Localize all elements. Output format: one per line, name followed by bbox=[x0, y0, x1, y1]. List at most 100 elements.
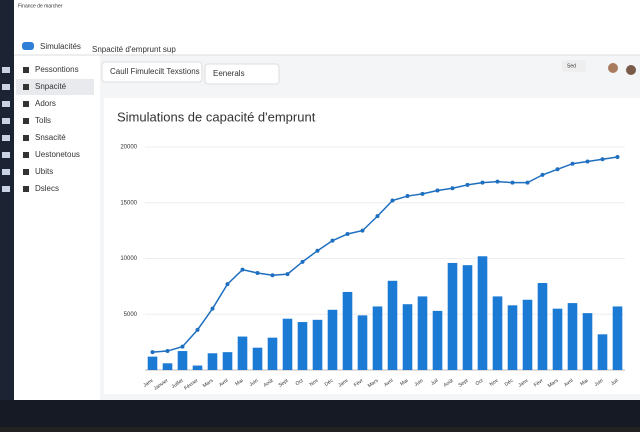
bar bbox=[252, 347, 263, 370]
header bbox=[14, 0, 640, 55]
bar bbox=[312, 319, 323, 370]
sidebar-item-icon bbox=[23, 186, 29, 192]
button[interactable] bbox=[562, 60, 586, 72]
x-tick-label: Janv bbox=[337, 378, 350, 389]
sidebar-item[interactable]: Tolls bbox=[35, 116, 51, 125]
x-tick-label: Juin bbox=[413, 378, 424, 388]
line-point bbox=[615, 155, 620, 160]
line-point bbox=[540, 172, 545, 177]
icon-rail bbox=[0, 0, 14, 427]
dropdown[interactable] bbox=[101, 61, 203, 83]
x-tick-label: Sept bbox=[458, 377, 470, 388]
bar bbox=[447, 262, 458, 370]
avatar[interactable] bbox=[626, 65, 636, 75]
x-tick-label: Déc bbox=[324, 378, 335, 388]
bar bbox=[462, 265, 473, 370]
avatar[interactable] bbox=[608, 63, 618, 73]
bar bbox=[507, 305, 518, 370]
x-tick-label: Mai bbox=[399, 378, 409, 388]
bar bbox=[612, 306, 623, 370]
bar bbox=[207, 353, 218, 370]
y-tick-label: 15000 bbox=[120, 200, 137, 206]
window-title: Finance de marcher bbox=[18, 3, 63, 9]
dropdown-label[interactable]: Caull Fimulecilt Texstions bbox=[110, 67, 200, 76]
sidebar-item[interactable]: Uestonetous bbox=[35, 150, 80, 159]
sidebar-item[interactable]: Ubits bbox=[35, 167, 53, 176]
line-point bbox=[225, 282, 230, 287]
taskbar bbox=[0, 400, 640, 427]
bar bbox=[477, 256, 488, 370]
sidebar-item[interactable]: Adors bbox=[35, 99, 56, 108]
line-point bbox=[420, 191, 425, 196]
x-tick-label: Oct bbox=[475, 377, 485, 387]
x-tick-label: Juil bbox=[610, 378, 620, 387]
x-tick-label: Déc bbox=[504, 378, 515, 388]
breadcrumb[interactable]: Snpacité d'emprunt sup bbox=[92, 45, 176, 54]
x-tick-label: Févr bbox=[533, 378, 545, 389]
sidebar-item[interactable]: Pessontions bbox=[35, 65, 79, 74]
sidebar-item[interactable]: Snsacité bbox=[35, 133, 66, 142]
x-tick-label: Oct bbox=[295, 377, 305, 387]
line-point bbox=[300, 259, 305, 264]
sidebar-item-icon bbox=[23, 101, 29, 107]
sidebar-icon bbox=[2, 152, 10, 158]
x-tick-label: Juil bbox=[430, 378, 440, 387]
sidebar-item[interactable]: Dslecs bbox=[35, 184, 59, 193]
line-point bbox=[510, 180, 515, 185]
bar bbox=[162, 363, 173, 370]
sidebar-item-icon bbox=[23, 84, 29, 90]
line-point bbox=[150, 350, 155, 355]
x-tick-label: Avril bbox=[383, 378, 394, 388]
line-point bbox=[570, 161, 575, 166]
line-point bbox=[180, 344, 185, 349]
dropdown-label[interactable]: Eenerals bbox=[213, 69, 245, 78]
bar bbox=[522, 299, 533, 370]
line-point bbox=[315, 248, 320, 253]
x-tick-label: Mars bbox=[547, 378, 560, 390]
line-point bbox=[375, 214, 380, 219]
sidebar-item-icon bbox=[23, 118, 29, 124]
sidebar-item-icon bbox=[23, 135, 29, 141]
button-label[interactable]: Sed bbox=[567, 63, 576, 69]
bar bbox=[297, 322, 308, 370]
x-tick-label: Janv bbox=[517, 378, 530, 389]
sidebar-item[interactable]: Snpacité bbox=[35, 82, 67, 91]
line-point bbox=[270, 273, 275, 278]
line-point bbox=[435, 188, 440, 193]
chart-title: Simulations de capacité d'emprunt bbox=[117, 109, 316, 124]
x-tick-label: Juin bbox=[593, 378, 604, 388]
line-point bbox=[390, 198, 395, 203]
line-point bbox=[210, 306, 215, 311]
dropdown[interactable] bbox=[204, 63, 280, 85]
bar bbox=[432, 310, 443, 370]
bar bbox=[582, 313, 593, 370]
x-tick-label: Mai bbox=[234, 378, 244, 388]
sidebar-item-icon bbox=[23, 152, 29, 158]
sidebar-icon bbox=[2, 135, 10, 141]
bar bbox=[567, 303, 578, 370]
sidebar-icon bbox=[2, 186, 10, 192]
x-tick-label: Avril bbox=[563, 378, 574, 388]
line-point bbox=[240, 267, 245, 272]
bar bbox=[267, 337, 278, 370]
bar bbox=[417, 296, 428, 370]
line-point bbox=[255, 270, 260, 275]
bar bbox=[342, 291, 353, 370]
line-point bbox=[555, 167, 560, 172]
y-tick-label: 10000 bbox=[120, 256, 137, 262]
bar bbox=[237, 336, 248, 370]
line bbox=[152, 156, 618, 353]
x-tick-label: Août bbox=[443, 377, 455, 388]
line-point bbox=[465, 182, 470, 187]
bar bbox=[537, 283, 548, 370]
line-point bbox=[480, 180, 485, 185]
x-tick-label: Mars bbox=[202, 378, 215, 390]
x-tick-label: Juin bbox=[248, 378, 259, 388]
bar bbox=[177, 351, 188, 370]
bar bbox=[552, 308, 563, 370]
bar bbox=[192, 365, 203, 370]
line-point bbox=[330, 238, 335, 243]
y-tick-label: 20000 bbox=[120, 145, 137, 151]
x-tick-label: Mai bbox=[579, 378, 589, 388]
